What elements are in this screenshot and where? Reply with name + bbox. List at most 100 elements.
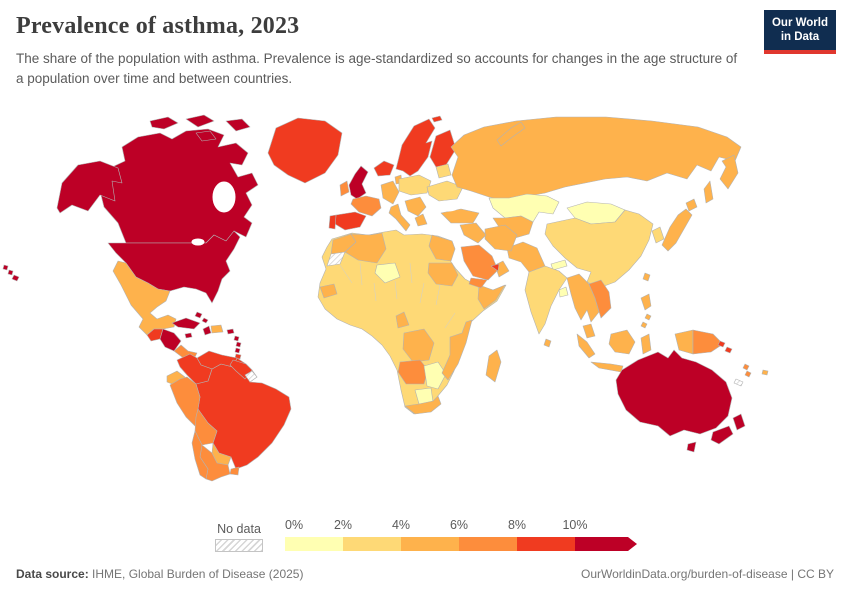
- country-haiti[interactable]: [202, 325, 212, 336]
- country-fiji[interactable]: [761, 369, 769, 376]
- country-indonesia-java[interactable]: [590, 361, 624, 373]
- country-mozambique-tanzania[interactable]: [441, 319, 473, 381]
- country-iran[interactable]: [484, 224, 518, 252]
- country-russia-kamchatka[interactable]: [719, 154, 739, 190]
- country-sri-lanka[interactable]: [543, 338, 552, 348]
- country-vietnam-laos[interactable]: [588, 279, 612, 319]
- country-canada-arctic-4[interactable]: [195, 130, 217, 142]
- country-iraq-syria[interactable]: [459, 222, 487, 244]
- country-nepal[interactable]: [550, 259, 568, 271]
- country-colombia[interactable]: [176, 353, 213, 385]
- country-ireland[interactable]: [339, 180, 350, 197]
- country-vanuatu-1[interactable]: [742, 363, 750, 371]
- country-solomon-islands-1[interactable]: [717, 340, 726, 348]
- country-western-sahara[interactable]: [326, 251, 346, 267]
- country-madagascar[interactable]: [485, 349, 502, 383]
- country-united-kingdom[interactable]: [348, 165, 369, 200]
- country-alaska[interactable]: [56, 160, 123, 214]
- country-niger[interactable]: [374, 262, 401, 284]
- country-indonesia-sumatra[interactable]: [576, 333, 596, 359]
- country-bahamas-1[interactable]: [194, 311, 203, 319]
- country-uruguay[interactable]: [229, 466, 240, 476]
- country-new-zealand-south[interactable]: [710, 425, 734, 445]
- country-uae[interactable]: [490, 263, 500, 272]
- country-papua-new-guinea[interactable]: [692, 329, 724, 355]
- country-mexico[interactable]: [112, 260, 177, 336]
- country-malaysia[interactable]: [582, 323, 596, 339]
- country-taiwan[interactable]: [642, 272, 651, 282]
- legend-bin-0-2[interactable]: [285, 537, 343, 551]
- country-svalbard[interactable]: [431, 115, 443, 123]
- country-pakistan-afghanistan[interactable]: [506, 241, 546, 273]
- country-lesser-antilles-1[interactable]: [233, 335, 240, 342]
- country-honduras-nicaragua[interactable]: [159, 328, 182, 352]
- country-lesser-antilles-2[interactable]: [235, 341, 242, 348]
- country-yemen[interactable]: [468, 277, 488, 289]
- country-germany[interactable]: [380, 180, 400, 205]
- country-canada[interactable]: [99, 128, 259, 244]
- country-russia-sakhalin[interactable]: [703, 180, 714, 204]
- legend-no-data-swatch[interactable]: [215, 539, 263, 552]
- country-australia[interactable]: [615, 349, 733, 437]
- country-algeria[interactable]: [344, 232, 387, 264]
- country-sudan[interactable]: [427, 262, 459, 287]
- country-japan-hokkaido[interactable]: [685, 198, 698, 212]
- country-chile[interactable]: [191, 430, 209, 480]
- country-poland-belarus[interactable]: [398, 174, 432, 196]
- country-philippines-2[interactable]: [644, 313, 652, 321]
- country-myanmar-thailand[interactable]: [566, 273, 600, 323]
- country-cameroon[interactable]: [395, 311, 410, 329]
- country-vanuatu-2[interactable]: [744, 370, 752, 378]
- country-korea[interactable]: [651, 226, 665, 244]
- country-india[interactable]: [524, 265, 568, 335]
- country-cuba[interactable]: [171, 317, 201, 330]
- owid-logo[interactable]: Our World in Data: [763, 10, 836, 54]
- country-puerto-rico[interactable]: [226, 328, 235, 335]
- country-canada-arctic-1[interactable]: [149, 116, 179, 130]
- country-ukraine[interactable]: [426, 180, 464, 202]
- country-iceland[interactable]: [373, 160, 395, 177]
- legend-bin-8-10[interactable]: [517, 537, 575, 551]
- country-canada-arctic-2[interactable]: [185, 114, 215, 128]
- country-russia[interactable]: [450, 116, 742, 202]
- country-turkey[interactable]: [440, 208, 480, 224]
- country-indonesia-west-papua[interactable]: [674, 329, 694, 355]
- country-greenland[interactable]: [267, 117, 343, 184]
- credit-link[interactable]: OurWorldinData.org/burden-of-disease | C…: [580, 567, 834, 581]
- country-china[interactable]: [544, 209, 654, 289]
- country-balkans[interactable]: [404, 196, 427, 217]
- country-lesser-antilles-3[interactable]: [234, 347, 241, 354]
- country-hawaii-3[interactable]: [11, 274, 20, 282]
- country-bahamas-2[interactable]: [201, 317, 209, 324]
- country-south-africa[interactable]: [404, 395, 442, 415]
- country-egypt[interactable]: [428, 234, 456, 262]
- country-new-zealand-north[interactable]: [732, 413, 746, 431]
- country-tasmania[interactable]: [686, 441, 697, 453]
- country-indonesia-sulawesi[interactable]: [640, 333, 652, 355]
- country-bolivia[interactable]: [194, 408, 218, 446]
- country-italy[interactable]: [388, 203, 411, 232]
- legend-bin-2-4[interactable]: [343, 537, 401, 551]
- country-philippines-3[interactable]: [640, 321, 648, 329]
- legend-bin-10-plus[interactable]: [575, 537, 637, 551]
- legend-bin-4-6[interactable]: [401, 537, 459, 551]
- country-saudi-arabia[interactable]: [460, 244, 499, 281]
- country-hawaii-2[interactable]: [7, 269, 14, 276]
- country-angola[interactable]: [397, 359, 429, 385]
- country-indonesia-borneo[interactable]: [608, 329, 636, 355]
- country-senegal[interactable]: [319, 283, 338, 299]
- country-canada-arctic-3[interactable]: [225, 118, 251, 132]
- country-somalia[interactable]: [477, 284, 506, 310]
- country-solomon-islands-2[interactable]: [724, 346, 733, 354]
- country-france[interactable]: [350, 195, 382, 217]
- country-new-caledonia[interactable]: [733, 378, 744, 387]
- country-philippines-1[interactable]: [640, 293, 652, 311]
- country-hawaii-1[interactable]: [2, 264, 9, 271]
- country-portugal[interactable]: [328, 214, 337, 230]
- country-russia-novaya-zemlya[interactable]: [496, 121, 526, 147]
- country-japan[interactable]: [661, 208, 693, 252]
- country-jamaica[interactable]: [184, 332, 193, 339]
- country-bangladesh[interactable]: [558, 286, 569, 298]
- country-dr-congo[interactable]: [402, 328, 435, 363]
- country-baltics[interactable]: [435, 163, 452, 179]
